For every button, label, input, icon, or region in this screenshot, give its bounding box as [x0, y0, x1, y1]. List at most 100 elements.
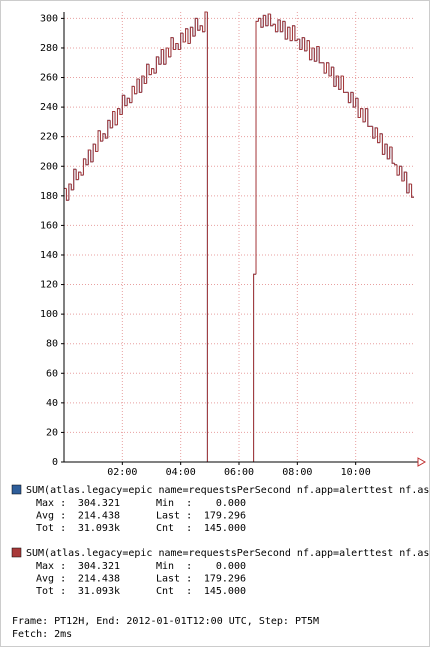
step-segment [362, 108, 366, 123]
step-segment [301, 37, 305, 50]
step-segment [112, 111, 116, 128]
step-segment [168, 47, 171, 58]
x-tick-label: 02:00 [107, 467, 137, 478]
step-segment [364, 108, 368, 122]
step-segment [277, 19, 281, 32]
step-segment [102, 133, 106, 142]
step-segment [146, 63, 150, 84]
step-segment [85, 158, 89, 166]
y-tick-label: 260 [40, 73, 58, 84]
step-segment [172, 37, 176, 50]
stat-value: 145.000 [204, 523, 246, 534]
y-tick-label: 240 [40, 102, 58, 113]
step-segment [97, 130, 101, 152]
step-segment [109, 120, 113, 129]
step-segment [163, 49, 167, 65]
step-segment [391, 147, 395, 164]
step-segment [355, 97, 359, 108]
step-segment [73, 168, 77, 190]
step-segment [372, 126, 376, 139]
step-segment [279, 19, 283, 33]
step-segment [116, 108, 120, 125]
step-segment [272, 23, 276, 26]
step-segment [70, 184, 74, 191]
step-segment [136, 78, 140, 94]
stat-value: 179.296 [204, 574, 246, 585]
step-segment [189, 26, 193, 44]
stat-label: Last : [156, 574, 192, 585]
step-segment [357, 98, 361, 118]
step-segment [119, 108, 123, 116]
stat-value: 214.438 [78, 511, 120, 522]
x-tick-label: 08:00 [282, 467, 312, 478]
stat-value: 304.321 [78, 498, 120, 509]
step-segment [311, 47, 315, 60]
step-segment [347, 92, 351, 104]
step-segment [175, 43, 179, 50]
step-segment [284, 21, 288, 40]
step-segment [270, 13, 274, 27]
step-segment [126, 97, 130, 106]
step-segment [114, 111, 118, 126]
legend-swatch [11, 547, 22, 558]
step-segment [350, 91, 354, 103]
step-segment [316, 45, 320, 62]
y-tick-label: 300 [40, 13, 58, 24]
step-segment [367, 108, 371, 127]
y-tick-label: 280 [40, 43, 58, 54]
step-segment [165, 47, 169, 65]
stat-label: Tot : [36, 523, 66, 534]
step-segment [253, 273, 257, 462]
stat-value: 304.321 [78, 561, 120, 572]
step-segment [90, 149, 94, 163]
step-segment [296, 38, 300, 41]
step-segment [313, 47, 317, 62]
stat-value: 214.438 [78, 574, 120, 585]
step-segment [330, 66, 334, 77]
step-segment [138, 79, 142, 93]
y-tick-label: 40 [46, 398, 58, 409]
stat-label: Cnt : [156, 586, 192, 597]
step-segment [68, 183, 72, 201]
stat-value: 0.000 [216, 561, 246, 572]
stat-label: Min : [156, 561, 192, 572]
step-segment [187, 28, 191, 45]
stat-label: Max : [36, 498, 66, 509]
step-segment [185, 28, 188, 43]
step-segment [78, 171, 82, 180]
step-segment [257, 17, 261, 22]
step-segment [291, 25, 295, 41]
step-segment [160, 48, 164, 65]
step-segment [194, 17, 198, 37]
y-tick-label: 0 [52, 457, 58, 468]
x-axis-arrow [417, 457, 427, 467]
y-tick-label: 160 [40, 220, 58, 231]
step-segment [121, 94, 125, 115]
step-segment [282, 20, 286, 32]
stat-value: 145.000 [204, 586, 246, 597]
step-segment [411, 184, 414, 198]
step-segment [326, 62, 329, 74]
step-segment [396, 164, 400, 176]
stat-label: Min : [156, 498, 192, 509]
y-tick-label: 60 [46, 368, 58, 379]
step-segment [202, 25, 205, 33]
step-segment [170, 37, 174, 57]
step-segment [255, 20, 259, 275]
step-segment [131, 85, 135, 103]
y-tick-label: 20 [46, 427, 58, 438]
step-segment [374, 127, 378, 139]
step-segment [381, 133, 385, 155]
stat-value: 31.093k [78, 523, 120, 534]
step-segment [155, 56, 159, 74]
step-segment [99, 130, 103, 142]
step-segment [262, 14, 266, 28]
stat-label: Avg : [36, 511, 66, 522]
step-segment [107, 119, 111, 139]
step-segment [299, 39, 303, 50]
step-segment [401, 166, 405, 182]
step-segment [274, 24, 278, 33]
step-segment [158, 56, 162, 65]
step-segment [343, 76, 346, 93]
